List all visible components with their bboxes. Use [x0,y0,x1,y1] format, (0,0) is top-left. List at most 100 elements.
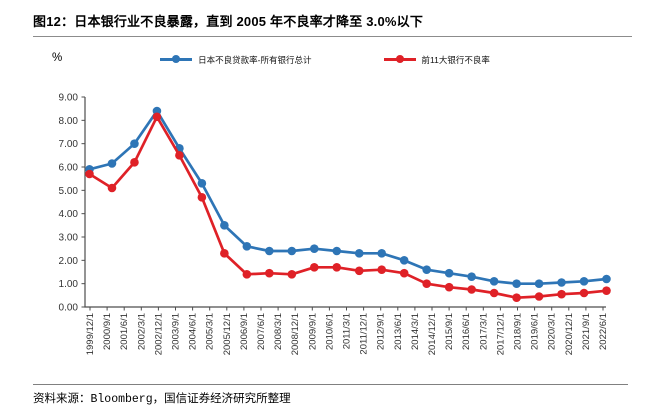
data-point [444,282,454,292]
data-point [557,278,566,287]
data-point [220,221,229,230]
x-tick-label: 2002/12/1 [153,313,164,355]
data-point [152,112,162,122]
x-tick-label: 2017/3/1 [478,313,489,350]
data-point [399,256,409,265]
data-point [579,277,589,286]
data-point [332,246,342,256]
blue-line-marker-icon [160,55,193,64]
title-divider [33,36,632,37]
data-point [265,246,274,256]
data-point [197,193,207,202]
x-tick-label: 2020/12/1 [564,313,575,355]
data-point [489,277,499,286]
x-tick-label: 2005/3/1 [205,313,216,350]
legend-label-all-banks: 日本不良贷款率-所有银行总计 [198,54,312,65]
x-tick-label: 2011/3/1 [342,313,353,349]
x-tick-label: 2008/12/1 [290,313,301,355]
data-point [130,139,139,148]
data-point [579,288,589,298]
y-axis-unit-label: % [52,52,63,64]
x-tick-label: 2018/9/1 [513,313,524,350]
data-point [130,158,139,167]
data-point [422,265,431,274]
x-tick-label: 2007/6/1 [256,313,267,350]
data-point [602,274,611,284]
npl-line-chart: 0.00 1.00 2.00 3.00 4.00 5.00 6.00 7.00 8.00 9.00… [59,93,611,355]
x-tick-label: 2002/3/1 [136,313,147,350]
data-point [332,263,342,272]
x-tick-label: 1999/12/1 [85,313,96,355]
data-point [197,179,207,188]
x-tick-label: 2004/6/1 [188,313,199,350]
red-line-marker-icon [383,55,416,64]
data-point [220,249,229,258]
series-line-top11-banks [88,115,607,300]
data-point [175,151,184,160]
x-tick-label: 2012/9/1 [376,313,387,350]
blue-dot-icon [172,55,181,64]
data-point [467,272,476,281]
x-tick-label: 2011/12/1 [359,313,370,355]
x-tick-label: 2001/6/1 [119,313,130,350]
y-tick-label: 1.00 [59,279,79,290]
y-tick-label: 8.00 [59,116,79,127]
y-tick-label: 4.00 [59,209,79,220]
data-point [242,242,252,251]
source-divider [33,384,628,385]
data-point [287,246,297,256]
x-tick-label: 2017/12/1 [495,313,506,355]
y-tick-label: 2.00 [59,256,79,267]
data-point [309,263,319,272]
data-point [467,285,476,294]
data-point [377,265,387,274]
x-tick-label: 2014/3/1 [410,313,421,350]
y-tick-label: 6.00 [59,163,79,174]
x-tick-label: 2020/3/1 [547,313,558,350]
data-point [399,268,409,278]
chart-legend: 日本不良贷款率-所有银行总计 前11大银行不良率 [85,52,565,67]
red-dot-icon [395,55,404,64]
x-tick-label: 2021/9/1 [581,313,592,350]
data-point [557,289,566,299]
x-tick-label: 2014/12/1 [427,313,438,355]
data-point [354,266,364,276]
data-point [512,279,521,288]
data-point [85,169,94,179]
y-tick-label: 7.00 [59,139,79,150]
data-point [422,279,431,288]
data-point [534,292,544,301]
x-tick-label: 2000/9/1 [102,313,113,350]
legend-label-top11-banks: 前11大银行不良率 [421,54,490,65]
data-point [512,293,521,302]
figure-title: 图12：日本银行业不良暴露，直到 2005 年不良率才降至 3.0%以下 [33,14,424,29]
data-point [602,286,611,295]
x-tick-label: 2006/9/1 [239,313,250,350]
x-tick-label: 2010/6/1 [324,313,335,350]
x-tick-label: 2016/6/1 [461,313,472,350]
data-point [107,183,117,193]
x-tick-label: 2009/9/1 [307,313,318,350]
y-tick-label: 9.00 [59,93,79,104]
data-point [444,268,454,278]
data-point [534,279,544,288]
y-tick-label: 0.00 [59,303,79,314]
x-tick-label: 2003/9/1 [171,313,182,350]
data-point [265,268,274,278]
x-tick-label: 2008/3/1 [273,313,284,350]
x-tick-label: 2005/12/1 [222,313,233,355]
legend-item-top11-banks: 前11大银行不良率 [383,54,490,66]
data-point [354,249,364,258]
data-point [287,270,297,279]
data-point [242,270,252,279]
series-line-all-banks [89,109,607,286]
legend-item-all-banks: 日本不良贷款率-所有银行总计 [160,54,312,66]
data-point [489,288,499,298]
y-tick-label: 3.00 [59,233,79,244]
x-tick-label: 2019/6/1 [530,313,541,350]
data-point [107,159,117,168]
data-point [309,244,319,253]
x-tick-label: 2013/6/1 [393,313,404,350]
data-point [377,249,387,258]
